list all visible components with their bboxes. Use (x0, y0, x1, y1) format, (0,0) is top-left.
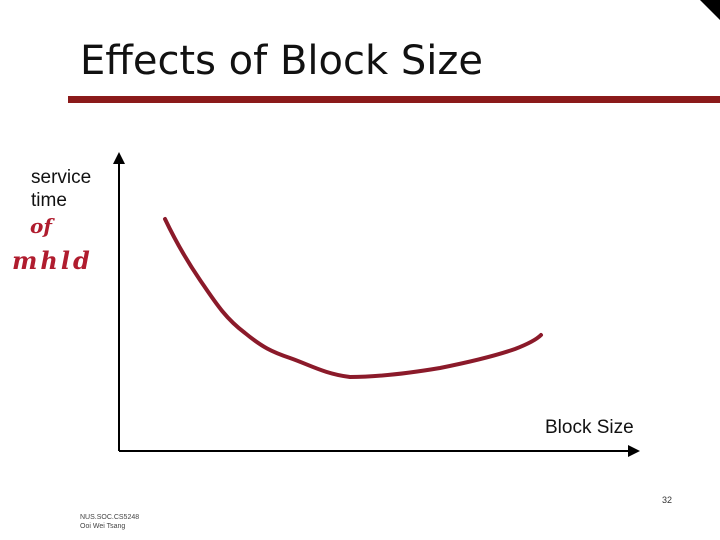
title-underline (68, 96, 720, 103)
corner-decoration (700, 0, 720, 20)
slide-title: Effects of Block Size (80, 38, 483, 84)
x-axis-label: Block Size (545, 417, 634, 438)
footer-course: NUS.SOC.CS5248 (80, 514, 140, 521)
slide-footer: NUS.SOC.CS5248 Ooi Wei Tsang (80, 513, 139, 531)
handwritten-note-line1: of (30, 214, 55, 238)
y-axis-label-line2: time (31, 190, 67, 211)
handwritten-note-line2: mhld (12, 246, 93, 275)
footer-author: Ooi Wei Tsang (80, 523, 126, 530)
page-number: 32 (662, 495, 673, 505)
y-axis-label: service time (31, 166, 91, 212)
y-axis-label-line1: service (31, 167, 92, 188)
service-time-curve (163, 217, 543, 379)
